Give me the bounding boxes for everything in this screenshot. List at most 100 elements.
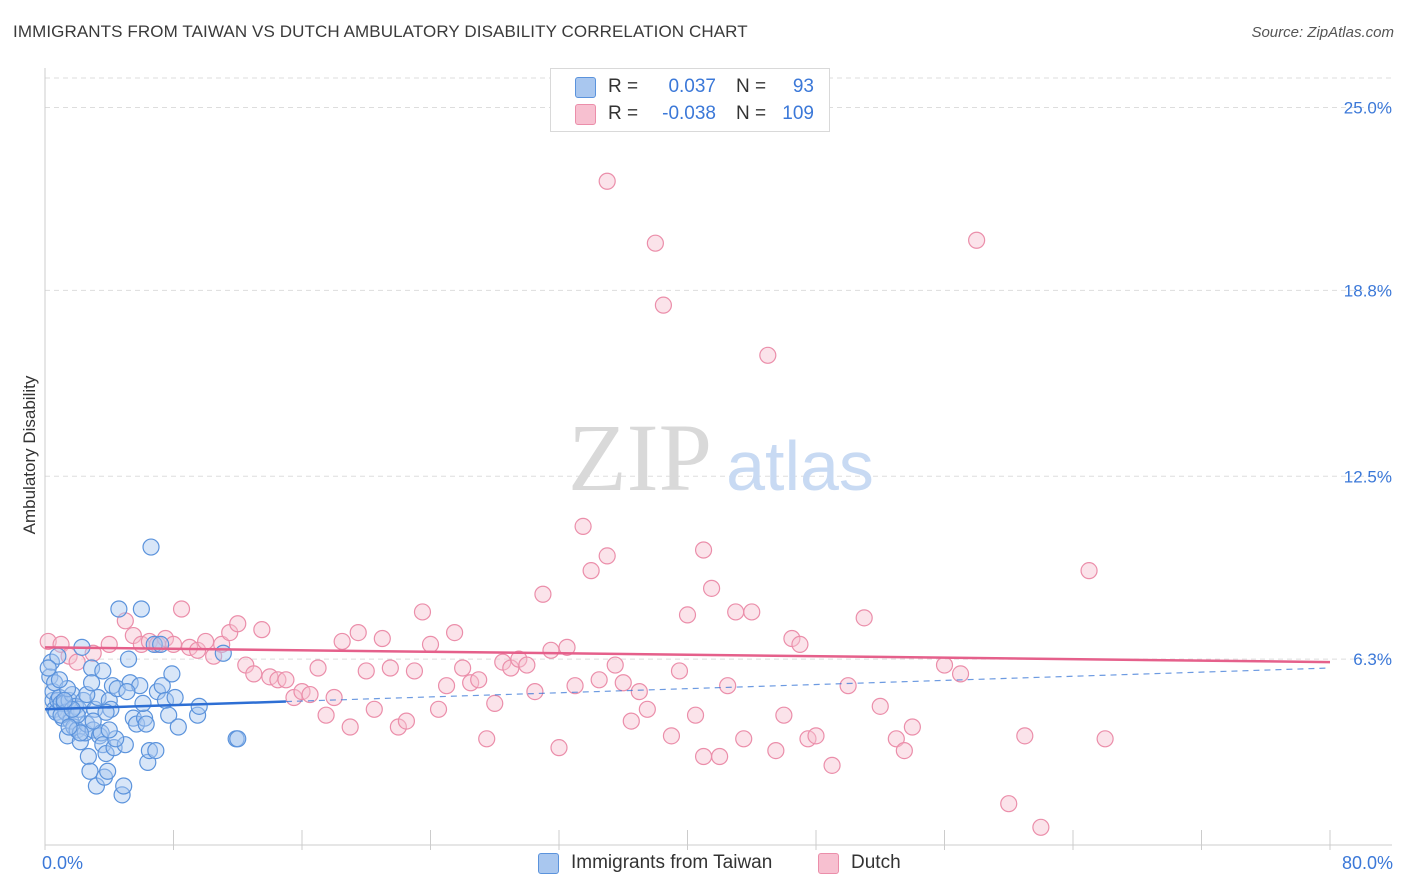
legend-row-taiwan: R = 0.037 N = 93 [575, 75, 814, 99]
legend-n-label: N = [736, 103, 767, 124]
dutch-point [277, 671, 295, 689]
dutch-point [373, 629, 391, 648]
taiwan-point [163, 665, 181, 683]
taiwan-point [147, 741, 165, 760]
dutch-point [775, 706, 793, 724]
legend-n-value: 93 [792, 76, 814, 97]
taiwan-point [115, 777, 133, 795]
taiwan-point [82, 659, 101, 677]
dutch-point [470, 671, 488, 689]
dutch-point [574, 517, 592, 536]
taiwan-point [103, 677, 122, 695]
series-legend: Immigrants from Taiwan Dutch [0, 852, 1406, 878]
dutch-point [437, 677, 456, 695]
source-label: Source: ZipAtlas.com [1251, 24, 1394, 41]
axes [44, 68, 1392, 850]
dutch-point [735, 730, 753, 748]
dutch-point [638, 700, 656, 718]
dutch-point [855, 609, 873, 627]
dutch-trendline [44, 646, 1331, 664]
dutch-point [630, 682, 648, 701]
taiwan-point [134, 694, 152, 713]
taiwan-point [160, 706, 178, 724]
taiwan-point [55, 691, 73, 710]
dutch-point [670, 662, 689, 680]
dutch-point [719, 677, 737, 695]
y-tick-label: 12.5% [1344, 467, 1392, 486]
dutch-point [325, 688, 343, 707]
dutch-point [405, 662, 424, 680]
y-tick-label: 6.3% [1353, 650, 1392, 669]
dutch-point [598, 547, 616, 565]
dutch-point [839, 677, 857, 695]
dutch-point [1000, 795, 1018, 813]
dutch-point [518, 656, 536, 674]
dutch-point [582, 562, 600, 580]
dutch-point [550, 739, 568, 757]
dutch-point [590, 671, 608, 689]
series-legend-dutch[interactable]: Dutch [818, 852, 901, 874]
dutch-point [686, 706, 705, 724]
watermark: ZIP atlas [568, 404, 874, 511]
watermark-zip: ZIP [568, 404, 712, 511]
taiwan-point [132, 600, 150, 618]
dutch-point [678, 606, 697, 624]
taiwan-point [142, 538, 160, 556]
series-label-taiwan: Immigrants from Taiwan [571, 852, 773, 873]
dutch-point [606, 656, 624, 674]
dutch-point [1016, 727, 1034, 745]
dutch-point [486, 694, 504, 713]
dutch-point [598, 172, 616, 190]
dutch-point [968, 231, 986, 249]
dutch-point [253, 621, 271, 639]
dutch-point [172, 600, 191, 618]
dutch-point [445, 623, 464, 642]
dutch-point [558, 638, 576, 656]
series-legend-taiwan[interactable]: Immigrants from Taiwan [538, 852, 772, 874]
dutch-point [702, 579, 721, 597]
legend-n-label: N = [736, 76, 767, 97]
dutch-point [365, 700, 383, 718]
dutch-point [39, 632, 57, 651]
watermark-atlas: atlas [726, 427, 874, 505]
correlation-legend: R = 0.037 N = 93 R = -0.038 N = 109 [550, 68, 830, 132]
taiwan-point [140, 741, 159, 760]
x-tick-label-max: 80.0% [1342, 853, 1393, 873]
y-axis-label: Ambulatory Disability [20, 375, 39, 534]
legend-row-dutch: R = -0.038 N = 109 [575, 102, 814, 126]
legend-n-value: 109 [782, 103, 814, 124]
series-swatch-taiwan [538, 852, 559, 874]
dutch-point [807, 727, 825, 745]
dutch-point [951, 665, 970, 683]
tick-labels: 6.3% 12.5% 18.8% 25.0% 0.0% 80.0% [42, 99, 1393, 874]
dutch-point [454, 659, 472, 677]
taiwan-point [102, 700, 120, 718]
taiwan-point [119, 650, 138, 668]
dutch-point [903, 718, 921, 736]
dutch-point [429, 700, 448, 718]
taiwan-point [121, 674, 139, 692]
legend-r-label: R = [608, 103, 639, 124]
taiwan-point [84, 712, 102, 730]
dutch-point [935, 656, 954, 674]
taiwan-point [100, 721, 118, 739]
taiwan-trendline [44, 700, 286, 711]
y-tick-label: 18.8% [1344, 281, 1392, 300]
dutch-point [711, 747, 729, 766]
dutch-point [1032, 818, 1050, 836]
taiwan-point [94, 662, 112, 680]
taiwan-point [214, 644, 232, 662]
legend-r-value: -0.038 [662, 103, 716, 124]
taiwan-point [71, 733, 89, 751]
taiwan-point [137, 715, 155, 733]
dutch-point [229, 615, 247, 633]
x-tick-label-min: 0.0% [42, 853, 83, 873]
dutch-point [654, 296, 673, 314]
dutch-point [887, 730, 905, 748]
dutch-point [895, 741, 913, 760]
taiwan-point [110, 600, 128, 618]
dutch-point [1080, 562, 1098, 580]
legend-r-label: R = [608, 76, 639, 97]
taiwan-point [107, 730, 125, 748]
